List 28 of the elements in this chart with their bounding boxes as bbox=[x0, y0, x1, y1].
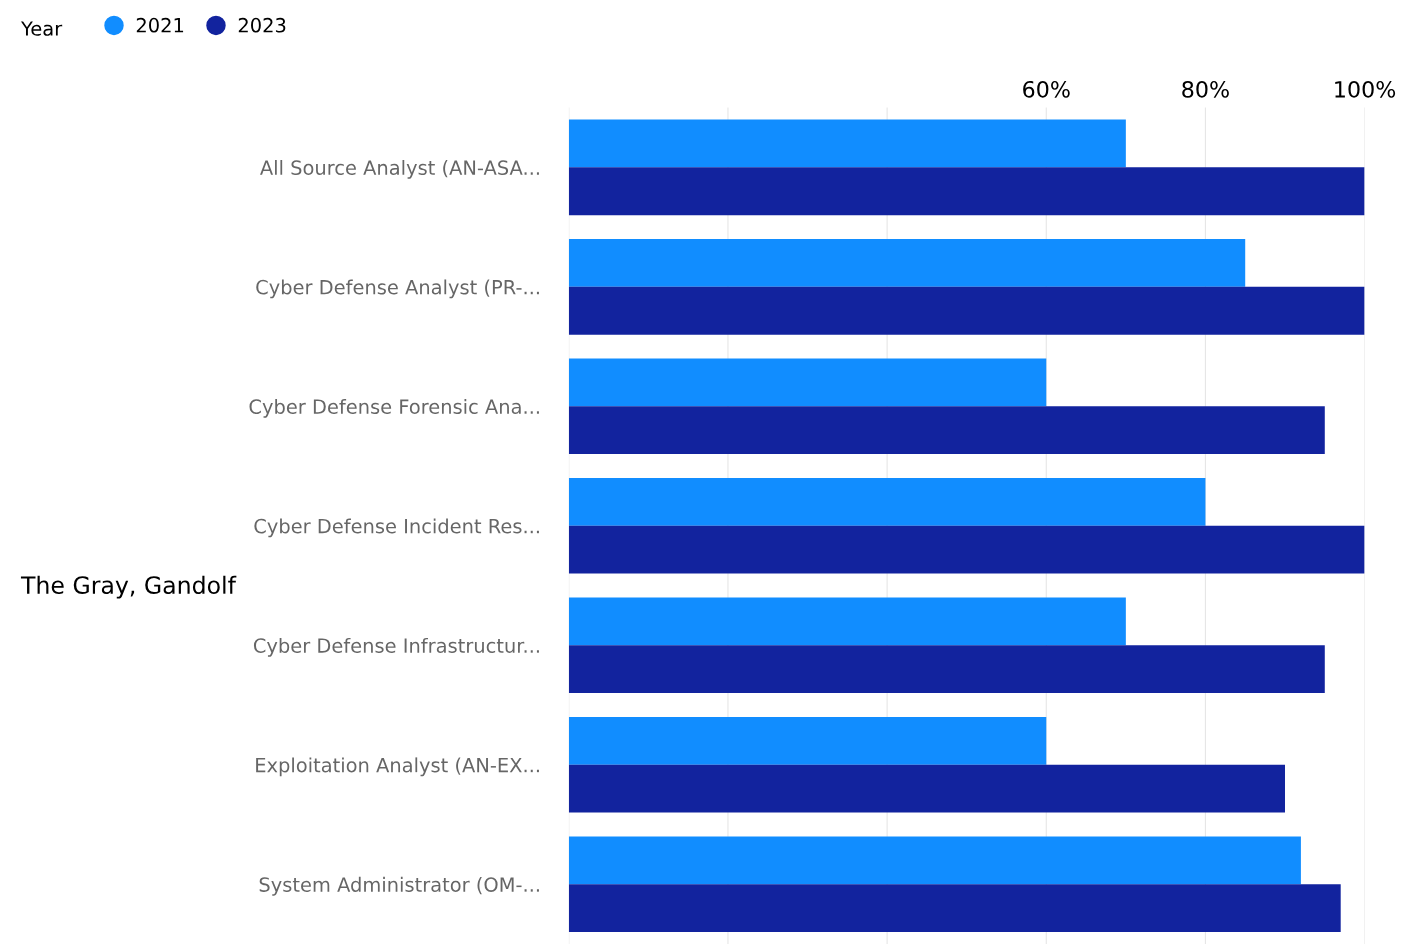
bar bbox=[568, 764, 1285, 813]
legend-label: 2023 bbox=[238, 17, 286, 33]
y-tick-label: System Administrator (OM-... bbox=[259, 876, 539, 896]
bar bbox=[568, 119, 1126, 168]
bar bbox=[568, 597, 1126, 646]
x-tick-label: 80% bbox=[1182, 80, 1229, 98]
bar bbox=[568, 478, 1206, 526]
text: The Gray, Gandolf bbox=[20, 575, 237, 599]
y-tick-label: Exploitation Analyst (AN-EX... bbox=[256, 757, 539, 777]
bar bbox=[568, 836, 1301, 885]
legend-title: Year bbox=[20, 21, 63, 36]
bar bbox=[568, 884, 1341, 933]
y-tick-label: Cyber Defense Analyst (PR-... bbox=[256, 279, 539, 299]
bar bbox=[568, 645, 1325, 694]
bar bbox=[568, 716, 1047, 765]
x-tick-label: 100% bbox=[1335, 80, 1396, 98]
bar bbox=[568, 286, 1365, 335]
y-tick-label: Cyber Defense Forensic Ana... bbox=[249, 398, 539, 418]
bar bbox=[568, 358, 1047, 407]
y-tick-label: All Source Analyst (AN-ASA... bbox=[260, 159, 539, 179]
y-tick-label: Cyber Defense Incident Res... bbox=[254, 518, 539, 538]
bar bbox=[568, 525, 1365, 574]
x-tick-label: 60% bbox=[1023, 80, 1070, 98]
y-tick-label: Cyber Defense Infrastructur... bbox=[253, 637, 539, 657]
bar bbox=[568, 239, 1246, 287]
bar bbox=[568, 406, 1325, 455]
legend-label: 2021 bbox=[136, 17, 184, 33]
bar bbox=[568, 167, 1365, 216]
